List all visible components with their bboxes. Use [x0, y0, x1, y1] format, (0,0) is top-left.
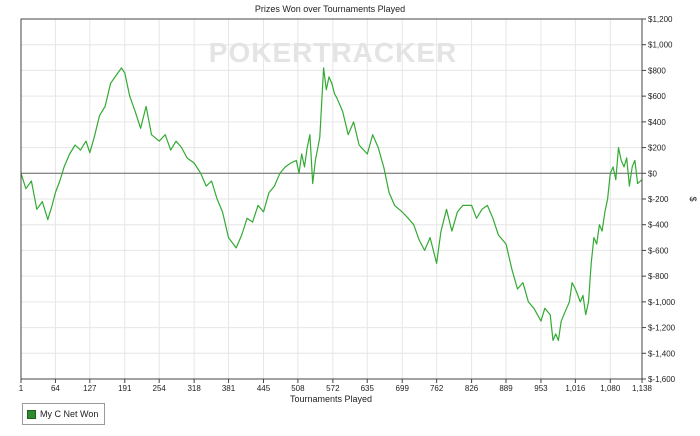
- y-tick-label: $-200: [648, 195, 669, 204]
- legend-swatch: [27, 409, 36, 419]
- y-tick-label: $-400: [648, 221, 669, 230]
- y-axis: $1,200 $1,000 $800 $600 $400 $200 $0 $-200 $-400…: [642, 15, 676, 384]
- x-tick-label: 1,016: [565, 384, 586, 393]
- y-tick-label: $200: [648, 144, 666, 153]
- x-tick-label: 64: [51, 384, 60, 393]
- watermark-logo: POKERTRACKER: [209, 37, 457, 68]
- x-tick-label: 1,138: [632, 384, 653, 393]
- y-tick-label: $400: [648, 118, 666, 127]
- x-tick-label: 572: [326, 384, 340, 393]
- legend-label: My C Net Won: [40, 409, 99, 419]
- x-tick-label: 953: [534, 384, 548, 393]
- legend: My C Net Won: [22, 403, 106, 425]
- y-tick-label: $-1,000: [648, 298, 676, 307]
- x-tick-label: 1: [19, 384, 24, 393]
- x-tick-label: 381: [222, 384, 236, 393]
- y-tick-label: $-1,200: [648, 324, 676, 333]
- y-tick-label: $1,000: [648, 41, 673, 50]
- y-tick-label: $600: [648, 92, 666, 101]
- y-tick-label: $-800: [648, 272, 669, 281]
- x-tick-label: 699: [396, 384, 410, 393]
- chart-title: Prizes Won over Tournaments Played: [255, 4, 405, 14]
- x-axis: 1 64 127 191 254 318 381 445 508 572 635 699 762 826 8…: [19, 379, 653, 393]
- x-tick-label: 635: [361, 384, 375, 393]
- x-tick-label: 254: [153, 384, 167, 393]
- y-tick-label: $-1,600: [648, 375, 676, 384]
- series-group: [20, 67, 643, 341]
- x-tick-label: 508: [291, 384, 305, 393]
- y-tick-label: $0: [648, 169, 657, 178]
- y-tick-label: $-600: [648, 246, 669, 255]
- x-tick-label: 127: [83, 384, 97, 393]
- y-axis-label: $: [688, 196, 698, 201]
- x-tick-label: 445: [257, 384, 271, 393]
- x-tick-label: 889: [499, 384, 513, 393]
- series-line: [20, 67, 643, 341]
- x-tick-label: 1,080: [600, 384, 621, 393]
- y-tick-label: $800: [648, 66, 666, 75]
- y-tick-label: $1,200: [648, 15, 673, 24]
- x-tick-label: 762: [430, 384, 444, 393]
- x-axis-label: Tournaments Played: [290, 394, 372, 404]
- x-tick-label: 191: [118, 384, 132, 393]
- y-tick-label: $-1,400: [648, 349, 676, 358]
- x-tick-label: 318: [187, 384, 201, 393]
- x-tick-label: 826: [465, 384, 479, 393]
